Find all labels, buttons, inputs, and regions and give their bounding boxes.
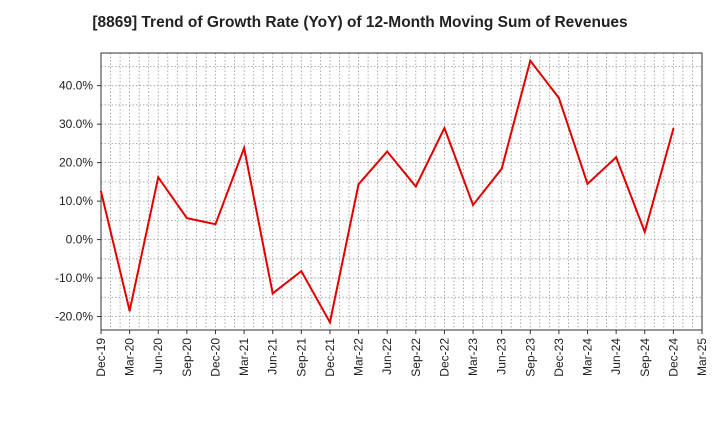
data-point	[557, 97, 560, 100]
x-tick-label: Mar-24	[581, 338, 595, 376]
data-point	[214, 223, 217, 226]
plot-border	[100, 52, 703, 331]
y-tick-label: -20.0%	[55, 310, 93, 324]
data-point	[357, 183, 360, 186]
x-tick-label: Mar-21	[237, 338, 251, 376]
data-point	[128, 309, 131, 312]
x-tick-label: Mar-23	[466, 338, 480, 376]
data-point	[271, 292, 274, 295]
y-axis-ticks: -20.0% -10.0% 0.0% 10.0% 20.0% 30.0% 40.0%	[55, 79, 101, 324]
x-tick-label: Jun-22	[380, 338, 394, 375]
x-tick-label: Dec-23	[552, 338, 566, 377]
data-point	[100, 190, 102, 193]
x-tick-label: Dec-21	[323, 338, 337, 377]
data-point	[300, 270, 303, 273]
data-point	[328, 321, 331, 324]
x-tick-label: Sep-20	[180, 338, 194, 377]
x-tick-label: Sep-22	[409, 338, 423, 377]
y-tick-label: 30.0%	[59, 117, 93, 131]
y-tick-label: -10.0%	[55, 271, 93, 285]
x-tick-label: Dec-19	[94, 338, 108, 377]
data-point	[586, 182, 589, 185]
x-axis-ticks: Dec-19 Mar-20 Jun-20 Sep-20 Dec-20 Mar-21 Jun-…	[94, 330, 709, 377]
plot-frame	[100, 52, 703, 331]
x-tick-label: Mar-25	[695, 338, 709, 376]
y-tick-label: 20.0%	[59, 156, 93, 170]
y-tick-label: 40.0%	[59, 79, 93, 93]
y-tick-label: 0.0%	[66, 233, 94, 247]
x-tick-label: Sep-24	[638, 338, 652, 377]
data-point	[386, 150, 389, 153]
x-tick-label: Jun-21	[266, 338, 280, 375]
x-tick-label: Sep-23	[523, 338, 537, 377]
x-tick-label: Sep-21	[294, 338, 308, 377]
data-point	[443, 127, 446, 130]
chart-title: [8869] Trend of Growth Rate (YoY) of 12-…	[92, 14, 628, 31]
data-point	[643, 230, 646, 233]
x-tick-label: Jun-20	[151, 338, 165, 375]
x-tick-label: Jun-23	[495, 338, 509, 375]
x-tick-label: Dec-20	[208, 338, 222, 377]
data-point	[615, 156, 618, 159]
data-point	[185, 217, 188, 220]
x-tick-label: Jun-24	[609, 338, 623, 375]
data-point	[243, 147, 246, 150]
data-point	[157, 176, 160, 179]
x-tick-label: Dec-24	[666, 338, 680, 377]
x-tick-label: Mar-22	[352, 338, 366, 376]
data-point	[472, 203, 475, 206]
data-point	[672, 127, 675, 130]
series-layer	[100, 58, 675, 326]
x-tick-label: Mar-20	[123, 338, 137, 376]
y-tick-label: 10.0%	[59, 194, 93, 208]
x-tick-label: Dec-22	[437, 338, 451, 377]
data-point	[529, 59, 532, 62]
data-point	[414, 185, 417, 188]
grid-lines	[101, 53, 702, 330]
data-point	[500, 167, 503, 170]
